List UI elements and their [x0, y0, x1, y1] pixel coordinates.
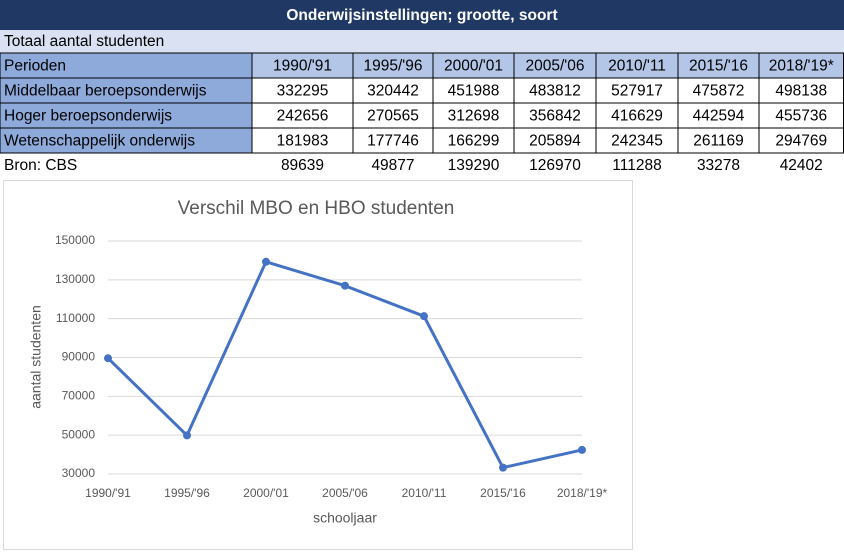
- cell-value: 455736: [775, 108, 827, 125]
- cell-value: 356842: [529, 108, 581, 125]
- cell: [352, 102, 434, 129]
- data-point: [578, 445, 586, 454]
- cell-value: 242345: [611, 133, 663, 150]
- data-point: [420, 312, 428, 321]
- cell-value: 166299: [448, 133, 500, 150]
- cell-value: 2018/'19*: [769, 58, 834, 75]
- cell-value: 475872: [693, 83, 745, 100]
- cell-value: 332295: [277, 83, 329, 100]
- y-tick-label: 30000: [62, 466, 96, 480]
- cell-value: 320442: [367, 83, 419, 100]
- cell: [251, 77, 354, 104]
- cell: [513, 52, 597, 79]
- cell-value: 451988: [448, 83, 500, 100]
- cell-value: 294769: [775, 133, 827, 150]
- cell: [251, 102, 354, 129]
- cell: [0, 102, 253, 129]
- x-tick-label: 1995/'96: [164, 486, 210, 500]
- chart-title: Verschil MBO en HBO studenten: [178, 198, 455, 219]
- row-label: Middelbaar beroepsonderwijs: [4, 83, 207, 100]
- cell: [432, 77, 515, 104]
- footer-value: 33278: [697, 157, 740, 174]
- footer-value: 126970: [529, 157, 581, 174]
- row-label: Wetenschappelijk onderwijs: [4, 133, 195, 150]
- x-tick-label: 2018/'19*: [557, 486, 608, 500]
- data-point: [262, 257, 270, 266]
- cell-value: 498138: [775, 83, 827, 100]
- x-tick-label: 1990/'91: [85, 486, 131, 500]
- data-point: [341, 281, 349, 290]
- y-tick-label: 150000: [55, 233, 95, 247]
- cell-value: 2015/'16: [689, 58, 748, 75]
- y-tick-label: 110000: [56, 311, 95, 325]
- cell: [432, 127, 515, 154]
- x-tick-label: 2005/'06: [322, 486, 368, 500]
- cell-value: 312698: [448, 108, 500, 125]
- cell-value: 1990/'91: [273, 58, 332, 75]
- data-point: [499, 463, 507, 472]
- y-tick-label: 70000: [62, 389, 96, 403]
- x-tick-label: 2015/'16: [480, 486, 526, 500]
- cell: [251, 127, 354, 154]
- data-point: [104, 354, 112, 363]
- footer-value: 111288: [612, 157, 661, 174]
- cell: [352, 77, 434, 104]
- cell-value: 483812: [529, 83, 581, 100]
- footer-value: 42402: [780, 157, 823, 174]
- cell: [677, 52, 760, 79]
- cell-value: 205894: [529, 133, 581, 150]
- cell: [595, 77, 679, 104]
- cell-value: 2000/'01: [444, 58, 503, 75]
- cell-value: 2005/'06: [526, 58, 585, 75]
- cell: [432, 102, 515, 129]
- cell-value: 270565: [367, 108, 419, 125]
- subtitle-bar: [0, 30, 844, 53]
- cell-value: 242656: [277, 108, 329, 125]
- cell-value: 181983: [277, 133, 329, 150]
- y-tick-label: 130000: [55, 272, 95, 286]
- x-tick-label: 2010/'11: [402, 486, 447, 500]
- footer-value: 49877: [371, 157, 414, 174]
- cell: [513, 127, 597, 154]
- footer-value: 139290: [448, 157, 500, 174]
- cell-value: 2010/'11: [608, 58, 666, 75]
- cell-value: 527917: [611, 83, 663, 100]
- cell: [758, 102, 844, 129]
- cell: [513, 102, 597, 129]
- x-axis-title: schooljaar: [313, 510, 377, 526]
- cell-value: 416629: [611, 108, 663, 125]
- x-tick-label: 2000/'01: [243, 486, 289, 500]
- y-axis-title: aantal studenten: [28, 305, 44, 409]
- cell: [758, 127, 844, 154]
- y-tick-label: 90000: [62, 350, 96, 364]
- cell-value: 442594: [693, 108, 745, 125]
- cell-value: 261169: [693, 133, 744, 150]
- cell-value: 177746: [367, 133, 419, 150]
- footer-label: Bron: CBS: [4, 157, 77, 174]
- cell-value: 1995/'96: [364, 58, 423, 75]
- chart-area: [3, 180, 633, 550]
- y-tick-label: 50000: [62, 427, 96, 441]
- row-label: Hoger beroepsonderwijs: [4, 108, 172, 125]
- title-bar: [0, 0, 844, 30]
- row-label: Perioden: [4, 58, 66, 75]
- data-point: [183, 431, 191, 440]
- footer-value: 89639: [281, 157, 324, 174]
- table-title: Onderwijsinstellingen; grootte, soort: [286, 7, 557, 24]
- table-subtitle: Totaal aantal studenten: [4, 33, 164, 50]
- cell: [677, 127, 760, 154]
